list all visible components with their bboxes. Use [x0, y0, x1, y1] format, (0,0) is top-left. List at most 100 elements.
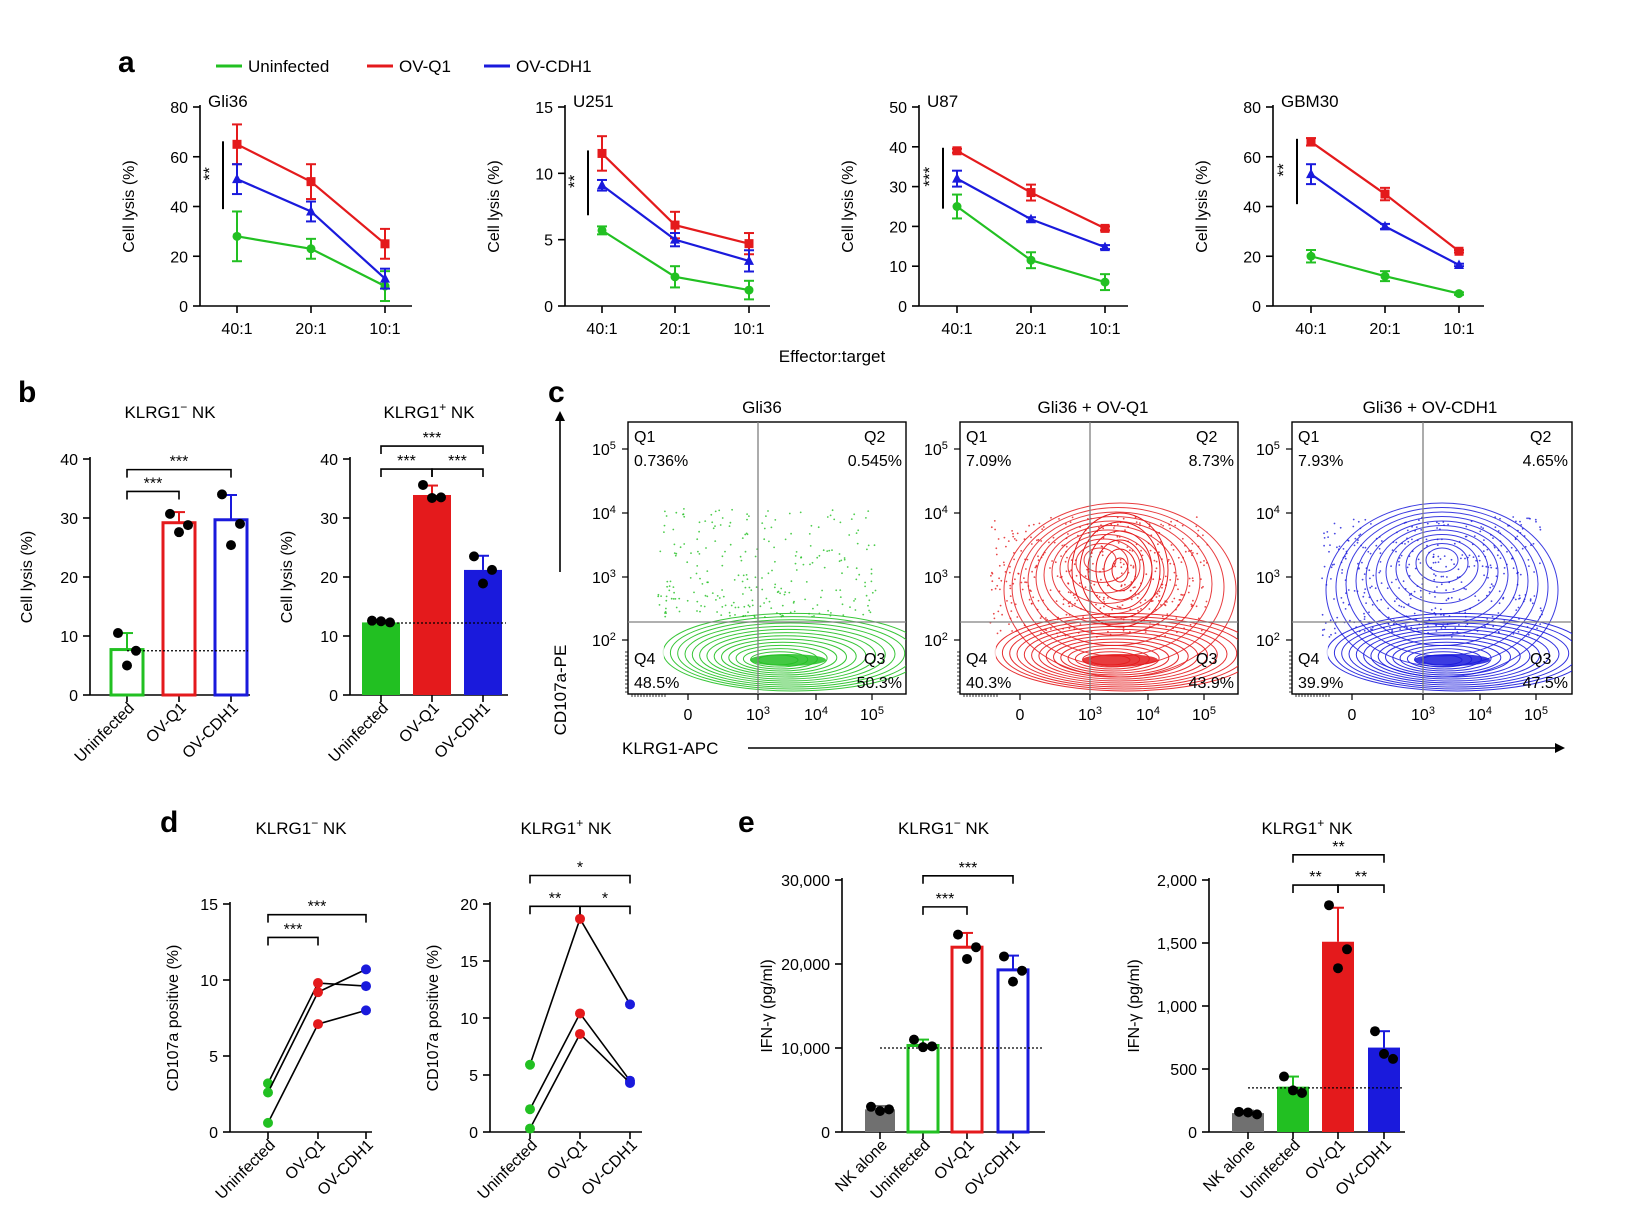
y-axis-label: Cell lysis (%): [840, 160, 857, 252]
event-dot: [1030, 590, 1032, 592]
flow-plot-title: Gli36 + OV-CDH1: [1363, 398, 1498, 417]
event-dot: [999, 629, 1002, 632]
chart-title: KLRG1− NK: [898, 816, 990, 838]
event-dot: [840, 559, 843, 562]
event-dot: [1192, 599, 1194, 602]
event-dot: [1144, 631, 1147, 633]
event-dot: [1321, 613, 1324, 616]
x-tick-label: 10:1: [1089, 321, 1120, 338]
event-dot: [718, 509, 721, 512]
event-dot: [1443, 555, 1446, 557]
event-dot: [714, 525, 716, 527]
x-tick-label: 20:1: [1369, 321, 1400, 338]
chart-title: U251: [573, 92, 614, 111]
contour-line: [1405, 538, 1479, 594]
event-dot: [767, 510, 769, 512]
event-dot: [865, 594, 868, 597]
bar-uninfected: [109, 648, 145, 697]
event-dot: [1169, 579, 1172, 581]
event-dot: [1025, 530, 1027, 533]
data-point: [418, 479, 428, 490]
quadrant-label-q2: Q2: [1530, 429, 1551, 446]
event-dot: [788, 512, 791, 515]
y-tick-label: 40: [889, 140, 907, 157]
event-dot: [1103, 601, 1106, 603]
event-dot: [1502, 596, 1505, 599]
event-dot: [1061, 544, 1064, 547]
event-dot: [1386, 587, 1389, 590]
contour-line: [1043, 525, 1177, 625]
event-dot: [771, 569, 773, 572]
event-dot: [1065, 570, 1068, 573]
contour-line: [1023, 625, 1218, 684]
event-dot: [1200, 629, 1203, 632]
significance-label: ***: [284, 921, 303, 938]
event-dot: [1407, 540, 1410, 543]
chart-d1: 0 5 10 15 CD107a positive (%) Uninfected OV-Q1…: [165, 816, 377, 1203]
event-dot: [1053, 541, 1056, 544]
event-dot: [745, 574, 748, 576]
contour-line: [1385, 529, 1499, 615]
event-dot: [1130, 564, 1132, 567]
event-dot: [754, 576, 757, 579]
event-dot: [996, 584, 999, 587]
y-tick-label: 20: [170, 249, 188, 266]
y-tick-label: 1,000: [1157, 999, 1197, 1016]
event-dot: [781, 614, 784, 617]
event-dot: [1021, 588, 1024, 591]
contour-line: [1425, 547, 1459, 573]
event-dot: [849, 606, 851, 608]
event-dot: [1432, 555, 1435, 558]
event-dot: [1393, 619, 1395, 622]
significance-bracket: [431, 468, 484, 478]
event-dot: [1173, 597, 1176, 600]
event-dot: [721, 517, 724, 519]
event-dot: [818, 554, 821, 557]
event-dot: [1071, 516, 1074, 519]
event-dot: [1155, 567, 1158, 570]
event-dot: [682, 513, 685, 516]
event-dot: [1495, 567, 1498, 570]
y-tick-label: 60: [1243, 150, 1261, 167]
event-dot: [1395, 578, 1397, 581]
event-dot: [855, 532, 858, 534]
event-dot: [698, 521, 701, 524]
event-dot: [1485, 565, 1488, 568]
y-tick-label: 10: [889, 259, 907, 276]
event-dot: [698, 553, 701, 555]
y-axis-label: Cell lysis (%): [486, 160, 503, 252]
event-dot: [1204, 606, 1207, 608]
event-dot: [838, 560, 841, 563]
event-dot: [1492, 585, 1494, 587]
event-dot: [1015, 539, 1018, 542]
event-dot: [1068, 605, 1071, 608]
event-dot: [1497, 631, 1500, 633]
x-tick-label: 40:1: [221, 321, 252, 338]
event-dot: [1012, 535, 1015, 538]
event-dot: [705, 547, 707, 549]
event-dot: [1067, 533, 1069, 535]
event-dot: [1434, 561, 1437, 564]
event-dot: [773, 546, 775, 549]
event-dot: [1170, 520, 1172, 523]
event-dot: [693, 591, 695, 594]
event-dot: [1379, 570, 1382, 572]
event-dot: [1364, 546, 1367, 549]
y-tick-label: 0: [1188, 1125, 1197, 1142]
event-dot: [1099, 607, 1102, 610]
event-dot: [1414, 567, 1417, 570]
significance-label: ***: [170, 454, 189, 471]
y-tick-label: 10: [320, 629, 338, 646]
event-dot: [1406, 529, 1409, 532]
event-dot: [998, 564, 1001, 567]
event-dot: [696, 565, 699, 567]
event-dot: [1156, 593, 1159, 595]
event-dot: [835, 589, 838, 592]
event-dot: [1484, 625, 1486, 628]
y-tick-label: 105: [924, 440, 948, 459]
event-dot: [1153, 551, 1156, 554]
data-point: [670, 220, 680, 230]
event-dot: [1028, 598, 1031, 601]
data-point: [487, 564, 497, 575]
event-dot: [1331, 564, 1334, 566]
